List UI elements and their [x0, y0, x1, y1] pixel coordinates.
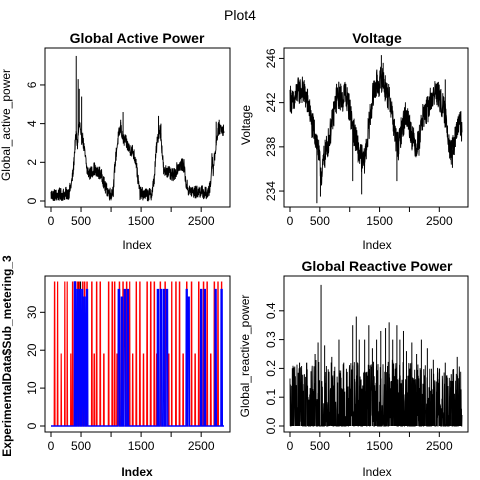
x-axis-title: Index — [362, 465, 391, 479]
y-tick-label: 20 — [25, 343, 39, 357]
y-axis-title: Voltage — [239, 105, 253, 145]
y-tick-label: 6 — [25, 81, 39, 88]
x-tick-label: 500 — [71, 214, 91, 228]
y-tick-label: 238 — [264, 137, 278, 157]
panel-title: Voltage — [352, 30, 402, 46]
y-axis-title: ExperimentalData$Sub_metering_3 — [0, 255, 14, 457]
panel-title: Global Active Power — [70, 30, 205, 46]
y-tick-label: 4 — [25, 120, 39, 127]
x-tick-label: 0 — [48, 439, 55, 453]
y-tick-label: 0.0 — [264, 417, 278, 434]
x-tick-label: 1500 — [128, 214, 155, 228]
panel-title: Global Reactive Power — [302, 258, 453, 274]
y-tick-label: 0 — [25, 422, 39, 429]
y-tick-label: 242 — [264, 92, 278, 112]
plot-area: 0 500 1500 2500 234 238 242 246 — [264, 47, 469, 228]
y-tick-label: 246 — [264, 48, 278, 68]
x-tick-label: 2500 — [188, 439, 215, 453]
panel-global-active-power: Global Active Power 0 500 1500 2500 0 2 4 6 Ind… — [0, 30, 231, 252]
y-tick-label: 0.4 — [264, 302, 278, 319]
plot-frame — [283, 47, 469, 208]
x-tick-label: 0 — [287, 214, 294, 228]
panel-global-reactive-power: Global Reactive Power 0 500 1500 2500 0.0 0.1… — [238, 258, 469, 479]
y-tick-label: 0 — [25, 197, 39, 204]
series-line-2 — [51, 281, 224, 427]
data-layer — [289, 284, 463, 427]
y-tick-label: 0.1 — [264, 389, 278, 406]
plot-area: 0 500 1500 2500 0 2 4 6 — [25, 47, 231, 228]
x-tick-label: 2500 — [426, 214, 453, 228]
y-axis-title: Global_active_power — [0, 69, 13, 181]
panel-sub-metering: 0 500 1500 2500 0 10 20 30 Index ExperimentalDa… — [0, 255, 231, 479]
plot-frame — [44, 275, 231, 433]
panel-voltage: Voltage 0 500 1500 2500 234 238 242 246 Index V… — [239, 30, 469, 252]
x-axis-title: Index — [362, 238, 391, 252]
x-tick-label: 0 — [48, 214, 55, 228]
y-tick-label: 10 — [25, 381, 39, 395]
x-tick-label: 1500 — [366, 214, 393, 228]
y-tick-label: 0.3 — [264, 331, 278, 348]
y-tick-label: 30 — [25, 305, 39, 319]
data-layer — [51, 281, 224, 427]
x-tick-label: 1500 — [128, 439, 155, 453]
figure-title: Plot4 — [224, 7, 256, 23]
series-line — [289, 66, 463, 186]
x-tick-label: 0 — [287, 439, 294, 453]
plot-frame — [44, 47, 231, 208]
plot-area: 0 500 1500 2500 0 10 20 30 — [25, 275, 231, 453]
x-tick-label: 1500 — [366, 439, 393, 453]
x-tick-label: 500 — [310, 214, 330, 228]
data-layer — [50, 55, 225, 202]
x-tick-label: 500 — [71, 439, 91, 453]
y-tick-label: 234 — [264, 181, 278, 201]
x-tick-label: 500 — [310, 439, 330, 453]
data-layer — [289, 55, 463, 204]
x-tick-label: 2500 — [426, 439, 453, 453]
x-tick-label: 2500 — [188, 214, 215, 228]
x-axis-title: Index — [121, 465, 153, 479]
plot-area: 0 500 1500 2500 0.0 0.1 0.2 0.3 0.4 — [264, 275, 469, 453]
plot-frame — [283, 275, 469, 433]
y-tick-label: 0.2 — [264, 360, 278, 377]
y-axis-title: Global_reactive_power — [238, 295, 252, 418]
y-tick-label: 2 — [25, 159, 39, 166]
series-line — [50, 121, 225, 202]
x-axis-title: Index — [122, 238, 151, 252]
